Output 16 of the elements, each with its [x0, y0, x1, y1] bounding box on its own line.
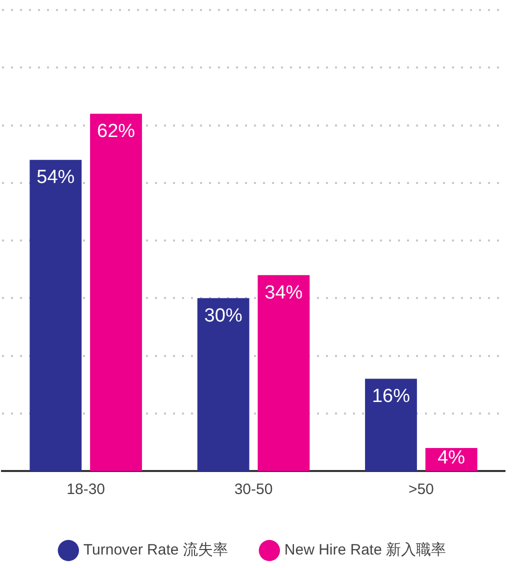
bar: [365, 378, 417, 471]
x-tick-label: 30-50: [234, 481, 273, 498]
data-label: 54%: [36, 167, 75, 188]
x-tick-label: >50: [408, 481, 434, 498]
bar: [90, 114, 142, 471]
legend-label: Turnover Rate 流失率: [83, 542, 228, 559]
legend-label: New Hire Rate 新入職率: [284, 542, 446, 559]
bar: [258, 275, 310, 471]
bar: [197, 298, 250, 471]
data-label: 4%: [438, 448, 466, 469]
data-label: 34%: [264, 282, 303, 304]
data-label: 62%: [97, 120, 136, 142]
data-label: 16%: [372, 386, 410, 408]
data-label: 30%: [204, 305, 242, 326]
bar: [30, 160, 82, 471]
x-tick-label: 18-30: [66, 481, 106, 498]
